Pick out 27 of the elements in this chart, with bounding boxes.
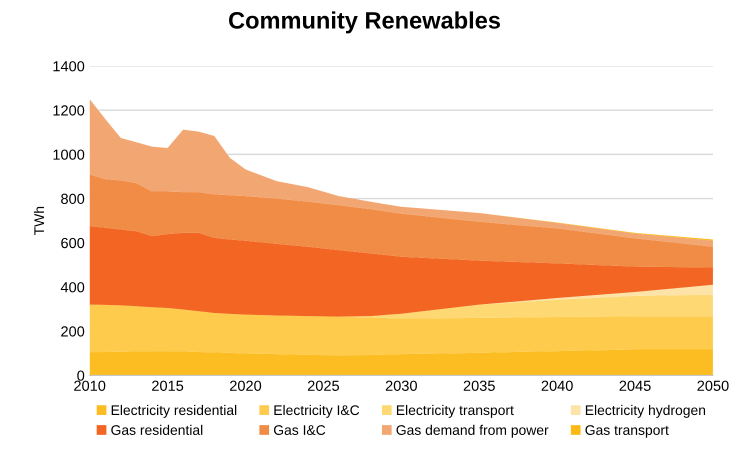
x-tick-label: 2035	[464, 380, 495, 391]
y-tick-label: 1400	[53, 61, 84, 72]
legend-label: Gas transport	[585, 425, 669, 438]
legend-label: Electricity I&C	[274, 404, 360, 418]
x-tick-label: 2045	[620, 380, 651, 391]
legend-label: Gas I&C	[274, 425, 326, 435]
x-tick-label: 2020	[230, 380, 262, 391]
y-tick-label: 1000	[53, 149, 84, 160]
y-tick-label: 800	[61, 194, 84, 204]
x-tick-label: 2025	[308, 380, 340, 391]
chart-title: Community Renewables	[229, 11, 500, 34]
y-tick-label: 400	[60, 282, 84, 292]
x-tick-label: 2030	[386, 380, 417, 391]
y-tick-label: 600	[61, 238, 84, 248]
y-tick-label: 1200	[53, 105, 84, 116]
legend-label: Gas residential	[111, 424, 202, 435]
y-tick-label: 0	[77, 370, 84, 381]
legend-label: Electricity hydrogen	[586, 404, 706, 418]
y-tick-label: 200	[61, 326, 84, 337]
legend-label: Electricity residential	[112, 404, 236, 418]
x-tick-label: 2010	[74, 380, 106, 391]
x-tick-label: 2015	[152, 380, 184, 391]
x-tick-label: 2050	[697, 380, 729, 391]
x-tick-label: 2040	[542, 380, 573, 391]
legend-label: Gas demand from power	[396, 424, 548, 438]
y-axis-title: TWh	[34, 206, 44, 236]
legend-label: Electricity transport	[396, 404, 514, 418]
